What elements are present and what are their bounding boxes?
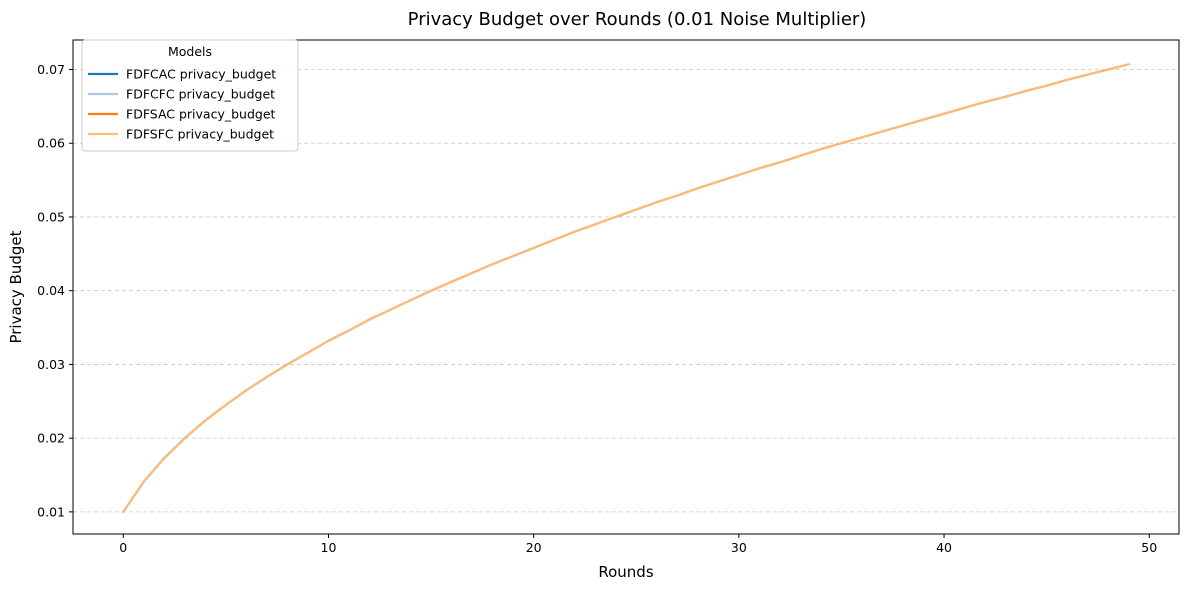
legend-label-fdfsac-privacy-budget: FDFSAC privacy_budget xyxy=(126,107,276,122)
y-axis-title: Privacy Budget xyxy=(7,230,25,343)
legend-items: FDFCAC privacy_budget FDFCFC privacy_budg… xyxy=(88,67,276,142)
x-tick-label: 0 xyxy=(119,540,127,555)
y-tick-label: 0.04 xyxy=(37,283,65,298)
y-tick-label: 0.02 xyxy=(37,431,65,446)
chart-title: Privacy Budget over Rounds (0.01 Noise M… xyxy=(408,9,867,30)
series-layer xyxy=(122,63,1130,513)
x-tick-label: 40 xyxy=(936,540,952,555)
y-tick-label: 0.05 xyxy=(37,209,65,224)
x-tick-label: 20 xyxy=(526,540,542,555)
x-tick-label: 50 xyxy=(1141,540,1157,555)
legend-title: Models xyxy=(168,44,212,59)
legend-label-fdfcfc-privacy-budget: FDFCFC privacy_budget xyxy=(126,87,275,102)
series-line-fdfsfc-privacy-budget xyxy=(122,63,1130,513)
y-tick-label: 0.07 xyxy=(37,62,65,77)
x-tick-label: 10 xyxy=(321,540,337,555)
plot-frame xyxy=(72,39,1180,535)
y-tick-label: 0.06 xyxy=(37,136,65,151)
y-tick-label: 0.01 xyxy=(37,504,65,519)
x-axis-title: Rounds xyxy=(598,563,653,581)
y-axis: 0.01 0.02 0.03 0.04 0.05 0.06 0.07 xyxy=(37,62,73,519)
y-tick-label: 0.03 xyxy=(37,357,65,372)
x-axis: 0 10 20 30 40 50 xyxy=(119,534,1157,555)
legend: Models FDFCAC privacy_budget FDFCFC priva… xyxy=(81,39,299,152)
x-tick-label: 30 xyxy=(731,540,747,555)
legend-label-fdfsfc-privacy-budget: FDFSFC privacy_budget xyxy=(126,127,274,142)
legend-box xyxy=(81,39,299,152)
legend-label-fdfcac-privacy-budget: FDFCAC privacy_budget xyxy=(126,67,276,82)
